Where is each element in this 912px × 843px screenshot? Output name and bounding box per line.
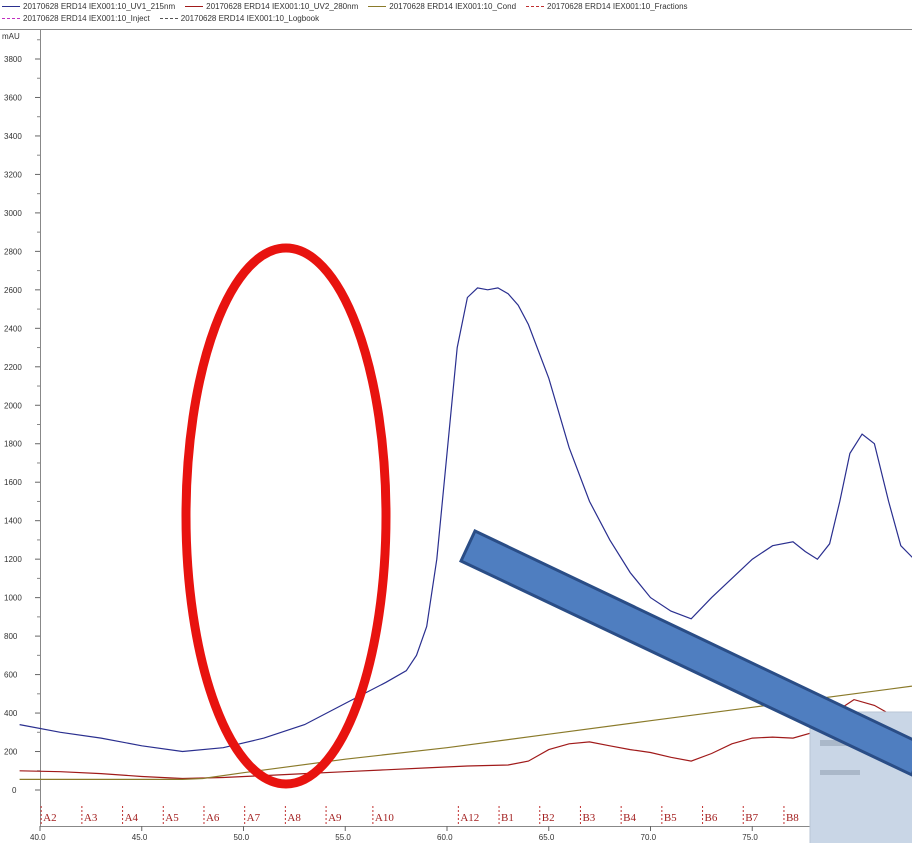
y-tick-label: 2000 bbox=[4, 401, 22, 410]
legend-swatch bbox=[368, 6, 387, 7]
y-tick-label: 2200 bbox=[4, 363, 22, 372]
fraction-label: A9 bbox=[328, 812, 342, 824]
y-tick-label: 3800 bbox=[4, 55, 22, 64]
series-line-0 bbox=[19, 287, 912, 753]
y-tick-label: 400 bbox=[4, 709, 18, 718]
legend-label: 20170628 ERD14 IEX001:10_Cond bbox=[389, 2, 517, 11]
y-tick-label: 1400 bbox=[4, 517, 22, 526]
fraction-label: A4 bbox=[125, 812, 139, 824]
x-tick-label: 40.0 bbox=[30, 833, 46, 842]
highlight-ellipse bbox=[181, 243, 391, 789]
y-axis-label: mAU bbox=[2, 32, 20, 41]
fraction-label: A12 bbox=[460, 812, 479, 824]
fraction-label: B5 bbox=[664, 812, 677, 824]
y-tick-label: 600 bbox=[4, 671, 18, 680]
fraction-label: B7 bbox=[745, 812, 758, 824]
fraction-label: B2 bbox=[542, 812, 555, 824]
y-tick-label: 2400 bbox=[4, 324, 22, 333]
fraction-label: B3 bbox=[582, 812, 595, 824]
y-tick-label: 3400 bbox=[4, 132, 22, 141]
y-tick-label: 3600 bbox=[4, 93, 22, 102]
y-tick-label: 800 bbox=[4, 632, 18, 641]
legend-swatch bbox=[2, 18, 20, 19]
x-tick-label: 75.0 bbox=[742, 833, 758, 842]
fraction-label: A7 bbox=[247, 812, 261, 824]
y-tick-label: 3000 bbox=[4, 209, 22, 218]
y-tick-label: 0 bbox=[12, 786, 17, 795]
fraction-label: B8 bbox=[786, 812, 799, 824]
x-tick-label: 45.0 bbox=[132, 833, 148, 842]
fraction-label: B1 bbox=[501, 812, 514, 824]
legend-entry: 20170628 ERD14 IEX001:10_Logbook bbox=[159, 14, 320, 23]
legend-label: 20170628 ERD14 IEX001:10_UV1_215nm bbox=[23, 2, 176, 11]
x-tick-label: 65.0 bbox=[539, 833, 555, 842]
legend-label: 20170628 ERD14 IEX001:10_Inject bbox=[23, 14, 150, 23]
x-tick-label: 60.0 bbox=[437, 833, 453, 842]
y-tick-label: 1600 bbox=[4, 478, 22, 487]
y-tick-label: 1000 bbox=[4, 594, 22, 603]
series-line-1 bbox=[19, 698, 912, 780]
y-tick-label: 1200 bbox=[4, 555, 22, 564]
y-tick-label: 3200 bbox=[4, 170, 22, 179]
legend-swatch bbox=[526, 6, 545, 7]
fraction-label: A10 bbox=[375, 812, 394, 824]
legend-label: 20170628 ERD14 IEX001:10_Logbook bbox=[180, 14, 320, 23]
fraction-label: A6 bbox=[206, 812, 220, 824]
legend-label: 20170628 ERD14 IEX001:10_Fractions bbox=[547, 2, 688, 11]
y-tick-label: 2800 bbox=[4, 247, 22, 256]
fraction-label: A5 bbox=[165, 812, 179, 824]
legend-entry: 20170628 ERD14 IEX001:10_UV1_215nm bbox=[2, 2, 175, 11]
fraction-label: A8 bbox=[287, 812, 301, 824]
x-tick-label: 70.0 bbox=[641, 833, 657, 842]
legend-swatch bbox=[159, 18, 178, 19]
legend-entry: 20170628 ERD14 IEX001:10_Cond bbox=[368, 2, 516, 11]
inset-photo-band bbox=[820, 770, 860, 775]
series-line-2 bbox=[19, 685, 912, 781]
legend-entry: 20170628 ERD14 IEX001:10_Inject bbox=[2, 14, 150, 23]
legend-swatch bbox=[185, 6, 204, 7]
legend-swatch bbox=[2, 6, 20, 7]
legend-entry: 20170628 ERD14 IEX001:10_UV2_280nm bbox=[185, 2, 358, 11]
legend-row-1: 20170628 ERD14 IEX001:10_UV1_215nm 201706… bbox=[2, 2, 688, 11]
x-tick-label: 50.0 bbox=[234, 833, 250, 842]
legend-row-2: 20170628 ERD14 IEX001:10_Inject 20170628 … bbox=[2, 14, 319, 23]
pointer-arrow bbox=[459, 528, 912, 777]
y-tick-label: 200 bbox=[4, 748, 18, 757]
fraction-label: B6 bbox=[705, 812, 718, 824]
fraction-label: A3 bbox=[84, 812, 98, 824]
y-tick-label: 1800 bbox=[4, 440, 22, 449]
legend-label: 20170628 ERD14 IEX001:10_UV2_280nm bbox=[206, 2, 359, 11]
fraction-label: B4 bbox=[623, 812, 636, 824]
y-tick-label: 2600 bbox=[4, 286, 22, 295]
fraction-label: A2 bbox=[43, 812, 56, 824]
x-tick-label: 55.0 bbox=[335, 833, 351, 842]
legend-entry: 20170628 ERD14 IEX001:10_Fractions bbox=[526, 2, 688, 11]
